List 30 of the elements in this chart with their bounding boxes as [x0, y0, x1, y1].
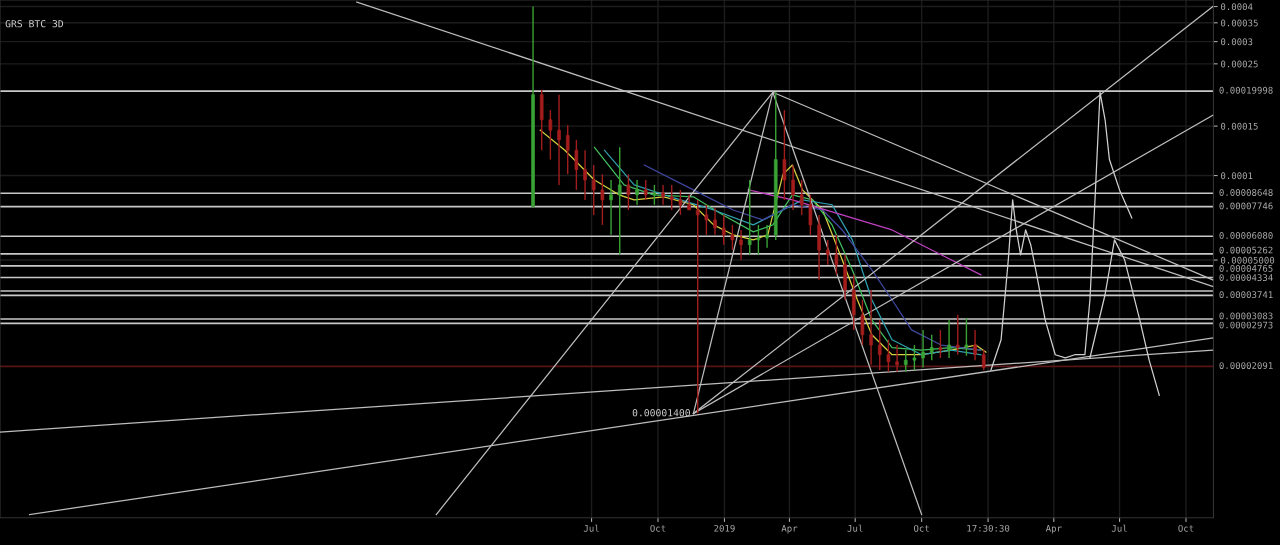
y-tick-label: 0.00015 — [1220, 122, 1258, 130]
ref-line-label: 0.00005262 — [1219, 246, 1273, 254]
y-tick-label: 0.00025 — [1220, 60, 1258, 68]
y-tick-label: 0.0001 — [1220, 172, 1253, 180]
x-tick-label: Oct — [650, 524, 666, 532]
ref-line-label: 0.00007746 — [1219, 202, 1273, 210]
x-tick-label: 17:30:30 — [967, 524, 1010, 532]
y-tick-label: 0.0004 — [1220, 3, 1253, 11]
x-tick-label: Jul — [583, 524, 599, 532]
ref-line-label: 0.00004334 — [1219, 274, 1273, 281]
x-tick-label: Oct — [914, 524, 929, 532]
ref-line-label: 0.00003741 — [1219, 291, 1273, 299]
x-tick-label: Jul — [1111, 524, 1127, 532]
ref-line-label: 0.00002973 — [1219, 321, 1273, 329]
ref-line-label: 0.00002091 — [1219, 362, 1273, 369]
y-tick-label: 0.0003 — [1220, 38, 1253, 46]
x-tick-label: Jul — [847, 524, 863, 532]
y-tick-label: 0.00005000 — [1220, 256, 1275, 264]
annotation: 0.00001400 — [632, 409, 690, 417]
x-tick-label: Apr — [1045, 525, 1062, 534]
x-tick-label: Oct — [1178, 524, 1194, 532]
x-tick-label: Apr — [781, 525, 798, 534]
text: GRS BTC 3D — [5, 20, 64, 28]
ref-line-label: 0.00008648 — [1219, 189, 1273, 196]
ref-line-label: 0.00019998 — [1219, 86, 1273, 94]
x-tick-label: 2019 — [714, 524, 735, 532]
y-tick-label: 0.00035 — [1220, 19, 1258, 27]
ref-line-label: 0.00004765 — [1219, 264, 1273, 272]
ref-line-label: 0.00006080 — [1219, 232, 1273, 239]
ref-line-label: 0.00003083 — [1219, 312, 1273, 320]
